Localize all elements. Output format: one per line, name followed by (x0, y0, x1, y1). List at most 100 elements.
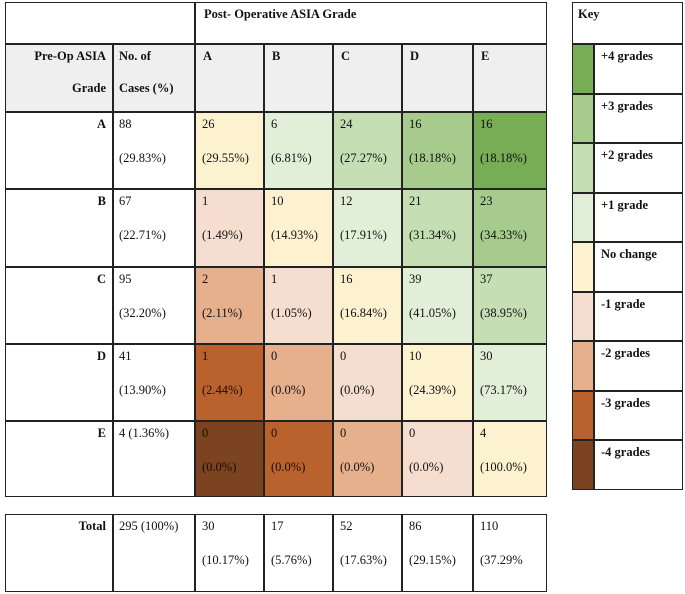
pre-op-grade-label: B (97, 194, 106, 208)
outcome-percent: (6.81%) (271, 151, 312, 165)
outcome-count: 2 (202, 272, 209, 286)
outcome-cell (333, 421, 402, 497)
key-label: +4 grades (601, 49, 653, 63)
outcome-percent: (38.95%) (480, 306, 527, 320)
total-outcome-cell (473, 514, 547, 592)
pre-op-grade-label: D (96, 349, 106, 363)
outcome-count: 1 (202, 194, 209, 208)
total-outcome-count: 52 (340, 519, 353, 533)
outcome-count: 6 (271, 117, 278, 131)
post-op-title: Post- Operative ASIA Grade (204, 7, 357, 21)
outcome-cell (195, 421, 264, 497)
post-op-grade-header-d (402, 44, 473, 112)
outcome-cell (333, 112, 402, 189)
outcome-count: 30 (480, 349, 493, 363)
outcome-percent: (0.0%) (271, 460, 306, 474)
total-outcome-count: 86 (409, 519, 422, 533)
outcome-cell (402, 267, 473, 344)
outcome-cell (473, 267, 547, 344)
key-label-cell (594, 143, 683, 193)
post-op-grade-header-c (333, 44, 402, 112)
outcome-percent: (0.0%) (202, 460, 237, 474)
post-op-grade-header-b (264, 44, 333, 112)
outcome-percent: (41.05%) (409, 306, 456, 320)
outcome-cell (402, 421, 473, 497)
outcome-count: 16 (409, 117, 422, 131)
outcome-percent: (18.18%) (409, 151, 456, 165)
key-label-cell (594, 341, 683, 391)
cases-cell (113, 112, 195, 189)
outcome-cell (195, 344, 264, 421)
post-op-grade-header-e (473, 44, 547, 112)
outcome-count: 4 (480, 426, 487, 440)
key-label: No change (601, 247, 657, 261)
key-swatch (572, 242, 594, 292)
outcome-percent: (1.05%) (271, 306, 312, 320)
outcome-percent: (31.34%) (409, 228, 456, 242)
key-label: -1 grade (601, 297, 646, 311)
outcome-count: 0 (409, 426, 416, 440)
pre-op-header-line2: Grade (71, 81, 106, 95)
outcome-cell (473, 112, 547, 189)
outcome-cell (402, 189, 473, 267)
outcome-percent: (34.33%) (480, 228, 527, 242)
cases-header-cell (113, 44, 195, 112)
pre-op-grade-label: E (97, 426, 106, 440)
total-outcome-cell (333, 514, 402, 592)
key-label: +3 grades (601, 99, 653, 113)
header-blank-cell (5, 2, 195, 44)
total-label: Total (78, 519, 106, 533)
cases-count: 95 (119, 272, 132, 286)
total-cases-cell (113, 514, 195, 592)
cases-count: 4 (1.36%) (119, 426, 169, 440)
outcome-cell (264, 344, 333, 421)
outcome-percent: (0.0%) (271, 383, 306, 397)
outcome-count: 26 (202, 117, 215, 131)
cases-cell (113, 189, 195, 267)
pre-op-grade-cell-c (5, 267, 113, 344)
key-label-cell (594, 94, 683, 143)
outcome-cell (333, 267, 402, 344)
outcome-count: 23 (480, 194, 493, 208)
key-label-cell (594, 292, 683, 341)
key-label: +1 grade (601, 198, 649, 212)
outcome-count: 10 (409, 349, 422, 363)
total-outcome-count: 17 (271, 519, 284, 533)
key-swatch (572, 193, 594, 242)
outcome-count: 37 (480, 272, 493, 286)
cases-count: 41 (119, 349, 132, 363)
outcome-cell (195, 267, 264, 344)
outcome-cell (473, 189, 547, 267)
key-swatch (572, 292, 594, 341)
post-op-grade-label-e: E (481, 49, 490, 63)
total-cases: 295 (100%) (119, 519, 179, 533)
cases-header-line1: No. of (119, 49, 151, 63)
outcome-count: 0 (271, 349, 278, 363)
key-title: Key (578, 7, 600, 21)
outcome-cell (402, 112, 473, 189)
total-outcome-percent: (17.63%) (340, 553, 387, 567)
key-title-cell (572, 2, 683, 44)
post-op-grade-label-d: D (410, 49, 420, 63)
outcome-count: 1 (271, 272, 278, 286)
outcome-cell (473, 421, 547, 497)
key-label-cell (594, 193, 683, 242)
total-outcome-percent: (10.17%) (202, 553, 249, 567)
outcome-count: 0 (271, 426, 278, 440)
post-op-grade-label-a: A (203, 49, 213, 63)
key-swatch (572, 440, 594, 490)
outcome-count: 10 (271, 194, 284, 208)
pre-op-grade-cell-a (5, 112, 113, 189)
outcome-percent: (0.0%) (340, 383, 375, 397)
total-outcome-percent: (5.76%) (271, 553, 312, 567)
outcome-count: 39 (409, 272, 422, 286)
outcome-count: 0 (340, 349, 347, 363)
cases-percent: (32.20%) (119, 306, 166, 320)
total-label-cell (5, 514, 113, 592)
outcome-count: 0 (340, 426, 347, 440)
total-outcome-cell (195, 514, 264, 592)
post-op-title-cell (195, 2, 547, 44)
pre-op-grade-cell-e (5, 421, 113, 497)
outcome-percent: (1.49%) (202, 228, 243, 242)
outcome-cell (195, 189, 264, 267)
